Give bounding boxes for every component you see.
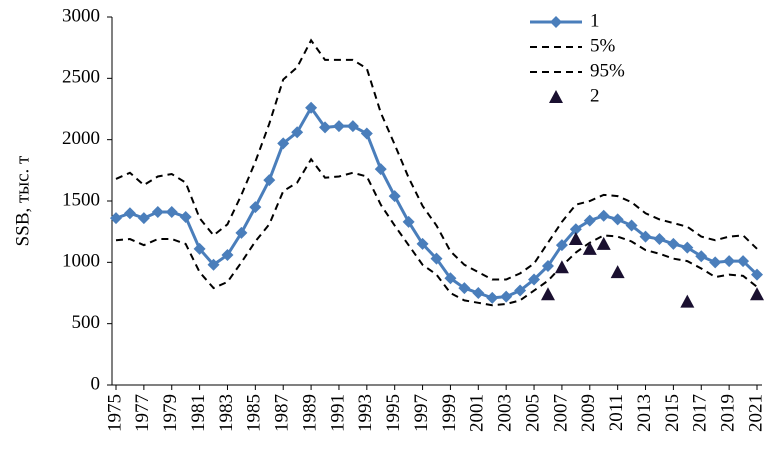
y-tick-label: 3000: [62, 5, 100, 26]
point: [360, 127, 373, 140]
point: [695, 250, 708, 263]
point: [402, 215, 415, 228]
point: [750, 287, 764, 301]
point: [751, 268, 763, 281]
x-tick-label: 1993: [355, 394, 376, 432]
legend-label: 5%: [590, 35, 616, 56]
point: [709, 256, 722, 269]
point: [374, 163, 387, 176]
point: [541, 260, 554, 273]
point: [319, 121, 332, 134]
point: [472, 287, 485, 299]
point: [540, 287, 555, 301]
x-tick-label: 2017: [690, 394, 711, 432]
point: [151, 206, 164, 219]
series-line: [115, 157, 758, 307]
point: [444, 272, 457, 285]
legend-marker: [549, 90, 563, 103]
point: [388, 190, 401, 203]
x-tick-label: 1989: [299, 394, 320, 432]
point: [680, 294, 695, 308]
x-tick-label: 2009: [578, 394, 599, 432]
point: [723, 255, 736, 268]
x-tick-label: 2001: [467, 394, 488, 432]
x-tick-label: 1997: [411, 394, 432, 432]
point: [528, 273, 541, 286]
point: [486, 291, 499, 304]
x-tick-label: 2005: [522, 394, 543, 432]
point: [554, 260, 569, 274]
point: [514, 284, 527, 297]
x-tick-label: 2007: [550, 394, 571, 432]
point: [305, 101, 318, 114]
point: [221, 248, 234, 261]
point: [583, 214, 596, 227]
point: [430, 252, 443, 265]
x-tick-label: 1975: [104, 394, 125, 432]
point: [179, 210, 192, 223]
y-tick-label: 500: [72, 312, 101, 333]
point: [611, 213, 624, 226]
x-tick-label: 1981: [188, 394, 209, 432]
point: [137, 212, 150, 225]
point: [625, 219, 638, 232]
point: [667, 237, 680, 250]
y-tick-label: 2500: [62, 67, 100, 88]
y-tick-label: 0: [91, 373, 101, 394]
y-tick-label: 1000: [62, 251, 100, 272]
x-tick-label: 2013: [634, 394, 655, 432]
point: [681, 241, 694, 254]
point: [346, 120, 359, 133]
legend-label: 1: [590, 10, 600, 31]
point: [277, 137, 290, 150]
x-tick-label: 2003: [495, 394, 516, 432]
point: [597, 209, 610, 222]
point: [653, 233, 666, 246]
point: [737, 255, 750, 268]
x-tick-label: 1999: [439, 394, 460, 432]
point: [249, 201, 262, 214]
legend-label: 2: [590, 85, 600, 106]
y-axis-label: SSB, тыс. т: [12, 155, 33, 246]
y-tick-label: 1500: [62, 189, 100, 210]
point: [332, 120, 345, 133]
point: [235, 226, 248, 239]
point: [193, 242, 206, 255]
point: [568, 232, 583, 246]
x-tick-label: 1987: [272, 394, 293, 432]
point: [110, 212, 122, 225]
x-tick-label: 2019: [717, 394, 738, 432]
legend-label: 95%: [590, 60, 625, 81]
point: [123, 207, 136, 220]
y-tick-label: 2000: [62, 128, 100, 149]
x-tick-label: 1991: [327, 394, 348, 432]
point: [582, 241, 597, 255]
x-tick-label: 1977: [132, 394, 153, 432]
point: [610, 265, 625, 279]
point: [165, 206, 178, 219]
x-tick-label: 2011: [606, 394, 627, 431]
point: [555, 239, 568, 252]
legend-marker: [550, 16, 562, 28]
series-line: [115, 38, 758, 281]
point: [639, 230, 652, 243]
x-tick-label: 1983: [216, 394, 237, 432]
point: [263, 174, 276, 187]
point: [291, 126, 304, 139]
point: [458, 282, 471, 295]
x-tick-label: 1985: [244, 394, 265, 432]
x-tick-label: 1995: [383, 394, 404, 432]
x-tick-label: 2015: [662, 394, 683, 432]
point: [596, 236, 611, 250]
point: [207, 258, 220, 271]
point: [569, 223, 582, 236]
point: [500, 290, 513, 303]
x-tick-label: 1979: [160, 394, 181, 432]
x-tick-label: 2021: [745, 394, 766, 432]
point: [416, 237, 429, 250]
